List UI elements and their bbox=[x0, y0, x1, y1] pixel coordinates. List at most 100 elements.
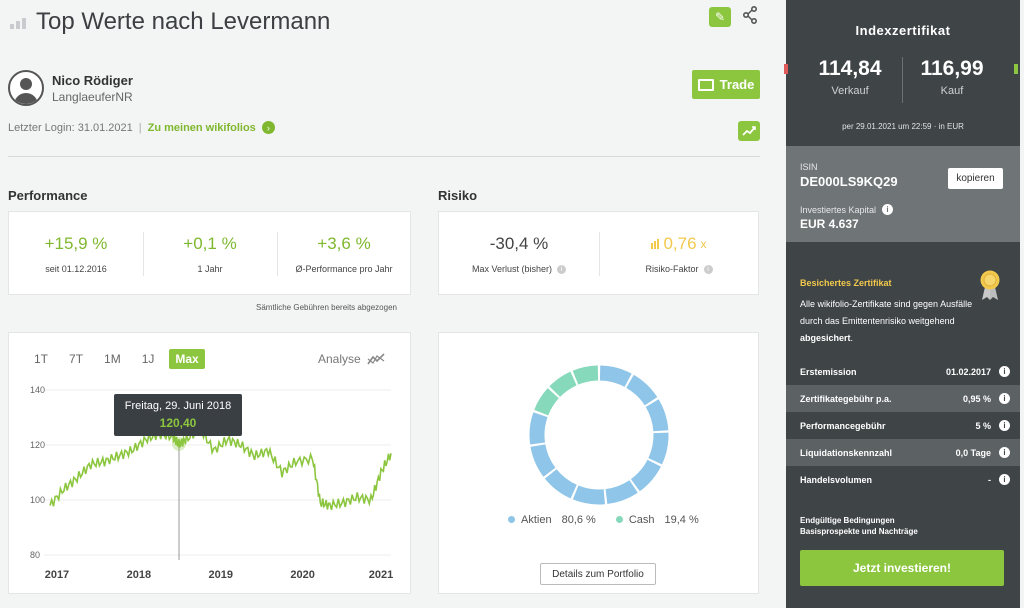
analyse-button[interactable]: Analyse bbox=[318, 352, 385, 366]
hover-point[interactable] bbox=[175, 440, 182, 447]
buy-marker bbox=[1014, 64, 1018, 74]
invest-button[interactable]: Jetzt investieren! bbox=[800, 550, 1004, 586]
donut-slice-cash[interactable] bbox=[534, 388, 559, 416]
donut-slice-aktien[interactable] bbox=[599, 365, 632, 388]
kpi-risk-factor: 0,76 x Risiko-Faktor i bbox=[599, 212, 759, 294]
trade-button[interactable]: Trade bbox=[692, 70, 760, 99]
detail-row: Performancegebühr 5 % i bbox=[786, 412, 1020, 439]
avatar[interactable] bbox=[8, 70, 44, 106]
kpi-value: +3,6 % bbox=[317, 234, 371, 253]
signal-bars-icon bbox=[10, 15, 28, 29]
donut-slice-aktien[interactable] bbox=[544, 468, 578, 499]
analyse-label: Analyse bbox=[318, 352, 361, 366]
donut-slice-aktien[interactable] bbox=[630, 459, 661, 492]
chart-tooltip: Freitag, 29. Juni 2018 120,40 bbox=[114, 394, 242, 436]
tab-7t[interactable]: 7T bbox=[69, 352, 84, 366]
page-title: Top Werte nach Levermann bbox=[36, 8, 331, 35]
divider bbox=[8, 156, 760, 157]
buy-price: 116,99 bbox=[920, 57, 984, 80]
detail-row: Zertifikategebühr p.a. 0,95 % i bbox=[786, 385, 1020, 412]
isin-block: ISIN DE000LS9KQ29 kopieren Investiertes … bbox=[786, 146, 1020, 242]
x-tick-label: 2021 bbox=[369, 569, 393, 581]
sell-label: Verkauf bbox=[831, 85, 869, 97]
medal-icon bbox=[980, 270, 1000, 300]
pencil-icon: ✎ bbox=[714, 10, 726, 24]
donut-slice-cash[interactable] bbox=[549, 371, 577, 398]
performance-chart[interactable]: 80 100 120 140 2017 2018 2019 2020 2021 bbox=[8, 380, 411, 590]
detail-row: Liquidationskennzahl 0,0 Tage i bbox=[786, 439, 1020, 466]
tooltip-value: 120,40 bbox=[159, 416, 197, 430]
capital-label: Investiertes Kapital bbox=[800, 204, 877, 215]
donut-slice-aktien[interactable] bbox=[530, 444, 556, 477]
tab-max[interactable]: Max bbox=[169, 349, 205, 369]
author-name[interactable]: Nico Rödiger bbox=[52, 73, 133, 88]
copy-isin-button[interactable]: kopieren bbox=[948, 168, 1003, 189]
login-line: Letzter Login: 31.01.2021 | Zu meinen wi… bbox=[8, 121, 275, 134]
legend-value: 80,6 % bbox=[561, 514, 596, 526]
kpi-label: Ø-Performance pro Jahr bbox=[295, 264, 393, 274]
info-icon[interactable]: i bbox=[557, 264, 567, 274]
share-icon[interactable] bbox=[742, 5, 758, 26]
info-icon[interactable]: i bbox=[882, 204, 894, 215]
legend-item-aktien: Aktien 80,6 % bbox=[508, 514, 596, 526]
info-icon[interactable]: i bbox=[999, 447, 1010, 458]
info-icon[interactable]: i bbox=[999, 366, 1010, 377]
edit-button[interactable]: ✎ bbox=[709, 7, 731, 27]
chart-button[interactable] bbox=[738, 121, 760, 141]
analyse-icon bbox=[367, 353, 385, 365]
legend-value: 19,4 % bbox=[664, 514, 699, 526]
donut-slice-aktien[interactable] bbox=[625, 374, 658, 406]
last-login: Letzter Login: 31.01.2021 bbox=[8, 121, 133, 134]
series-line bbox=[49, 424, 392, 511]
info-icon[interactable]: i bbox=[999, 393, 1010, 404]
detail-label: Erstemission bbox=[800, 366, 857, 377]
detail-label: Handelsvolumen bbox=[800, 474, 873, 485]
kpi-value: +0,1 % bbox=[183, 234, 237, 253]
detail-value: 5 % bbox=[975, 420, 991, 431]
kpi-label: Max Verlust (bisher) bbox=[471, 264, 553, 274]
kpi-avg-per-year: +3,6 % Ø-Performance pro Jahr bbox=[277, 212, 411, 294]
detail-label: Zertifikategebühr p.a. bbox=[800, 393, 892, 404]
isin-value: DE000LS9KQ29 bbox=[800, 174, 898, 189]
donut-slice-aktien[interactable] bbox=[645, 399, 669, 432]
info-icon[interactable]: i bbox=[999, 474, 1010, 485]
portfolio-box bbox=[438, 332, 759, 594]
kpi-value: -30,4 % bbox=[489, 234, 549, 253]
y-tick-label: 120 bbox=[30, 440, 45, 450]
portfolio-details-button[interactable]: Details zum Portfolio bbox=[540, 563, 656, 585]
kpi-value: 0,76 bbox=[663, 234, 697, 253]
certificate-details: Erstemission 01.02.2017 i Zertifikategebühr… bbox=[786, 358, 1020, 493]
tab-1j[interactable]: 1J bbox=[141, 352, 155, 366]
donut-slice-aktien[interactable] bbox=[572, 485, 605, 505]
prospectus-link[interactable]: Basisprospekte und Nachträge bbox=[800, 527, 918, 536]
buy-label: Kauf bbox=[940, 85, 964, 97]
chart-box bbox=[8, 332, 411, 594]
kpi-value: +15,9 % bbox=[44, 234, 108, 253]
secured-title: Besichertes Zertifikat bbox=[800, 278, 892, 288]
y-tick-label: 100 bbox=[30, 495, 45, 505]
donut-slice-aktien[interactable] bbox=[648, 432, 669, 465]
info-icon[interactable]: i bbox=[703, 264, 713, 274]
detail-value: - bbox=[988, 474, 991, 485]
presentation-icon bbox=[697, 78, 714, 91]
info-icon[interactable]: i bbox=[999, 420, 1010, 431]
kpi-one-year: +0,1 % 1 Jahr bbox=[143, 212, 277, 294]
final-terms-link[interactable]: Endgültige Bedingungen bbox=[800, 516, 895, 525]
donut-slice-cash[interactable] bbox=[572, 365, 599, 385]
detail-value: 01.02.2017 bbox=[945, 366, 991, 377]
donut-slice-aktien[interactable] bbox=[529, 412, 548, 445]
legend-item-cash: Cash 19,4 % bbox=[615, 514, 699, 526]
portfolio-donut[interactable] bbox=[528, 364, 670, 506]
chevron-right-icon[interactable]: › bbox=[261, 121, 275, 134]
tab-1t[interactable]: 1T bbox=[34, 352, 49, 366]
tab-1m[interactable]: 1M bbox=[104, 352, 121, 366]
secured-block: Besichertes Zertifikat Alle wikifolio-Ze… bbox=[786, 242, 1020, 356]
wikifolios-link[interactable]: Zu meinen wikifolios bbox=[147, 121, 256, 134]
risk-meter-icon bbox=[651, 239, 660, 249]
separator: | bbox=[138, 121, 142, 134]
donut-slice-aktien[interactable] bbox=[605, 480, 638, 504]
x-tick-label: 2017 bbox=[45, 569, 69, 581]
trade-button-label: Trade bbox=[719, 77, 755, 92]
sell-price: 114,84 bbox=[818, 57, 882, 80]
sell-marker bbox=[784, 64, 788, 74]
